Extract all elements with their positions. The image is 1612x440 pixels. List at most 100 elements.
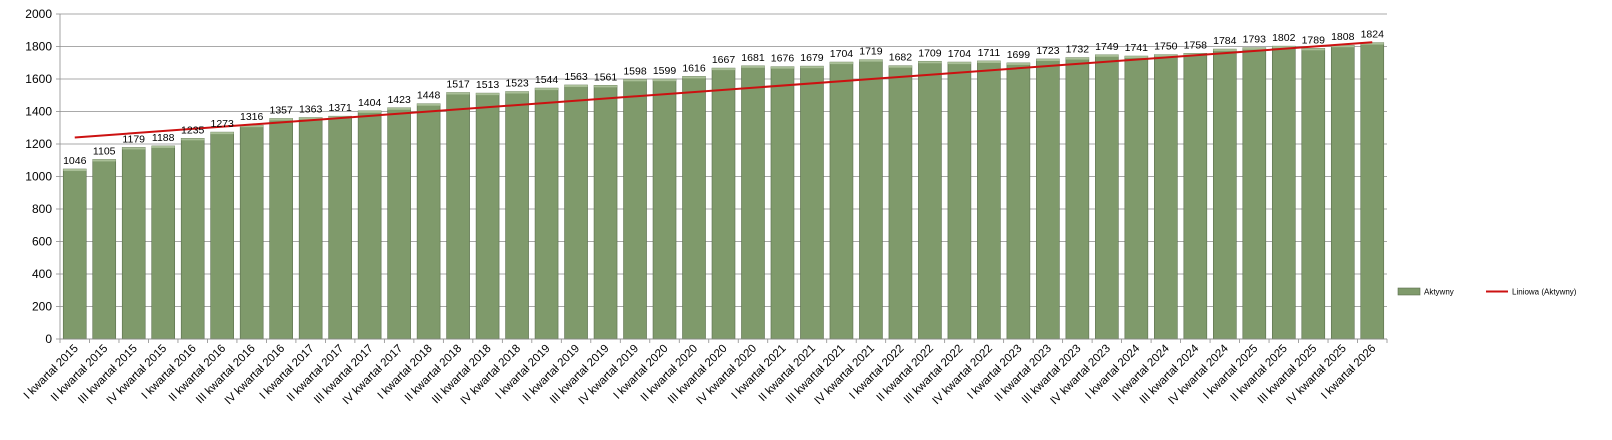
bar (180, 138, 205, 340)
data-label: 1616 (682, 62, 706, 74)
bar (1154, 54, 1178, 340)
data-label: 1750 (1154, 41, 1178, 53)
bar-top-highlight (653, 79, 677, 82)
bar (977, 60, 1001, 340)
bar-top-highlight (977, 60, 1001, 63)
bar (564, 84, 588, 340)
data-label: 1513 (476, 79, 500, 91)
bar-top-highlight (1242, 47, 1266, 50)
data-label: 1371 (328, 102, 352, 114)
data-label: 1808 (1331, 31, 1355, 43)
x-tick-label: I kwartał 2026 (1319, 343, 1378, 402)
bar (387, 107, 411, 340)
bar-top-highlight (1331, 45, 1355, 48)
bar (1095, 54, 1119, 340)
bar-top-highlight (947, 62, 971, 65)
data-label: 1758 (1184, 39, 1208, 51)
data-label: 1357 (269, 104, 293, 116)
bar-top-highlight (918, 61, 942, 64)
bar-top-highlight (92, 159, 116, 162)
data-label: 1273 (211, 118, 235, 130)
y-tick-label: 200 (32, 300, 52, 314)
legend-swatch-aktywny (1397, 287, 1421, 296)
bar (1360, 42, 1385, 340)
bar-top-highlight (1154, 54, 1178, 57)
data-label: 1741 (1125, 42, 1149, 54)
data-label: 1563 (564, 71, 588, 83)
bar (770, 66, 795, 340)
bar-top-highlight (269, 118, 293, 121)
data-label: 1676 (771, 53, 795, 65)
data-label: 1682 (889, 52, 913, 64)
bar (1124, 55, 1149, 340)
bar (505, 91, 529, 340)
bar-top-highlight (1360, 42, 1384, 45)
legend-label-trendline: Liniowa (Aktywny) (1512, 288, 1577, 297)
bar-top-highlight (1272, 46, 1296, 49)
data-label: 1599 (653, 65, 677, 77)
legend-label-aktywny: Aktywny (1424, 288, 1454, 297)
bar (682, 76, 706, 340)
bar (1301, 47, 1326, 340)
bar (1006, 62, 1031, 340)
bar-top-highlight (446, 92, 470, 95)
y-tick-label: 600 (32, 235, 52, 249)
bar (62, 168, 87, 340)
bar (269, 118, 293, 340)
y-tick-label: 0 (45, 332, 52, 346)
bar (1330, 44, 1355, 340)
data-label: 1723 (1036, 45, 1060, 57)
bar-top-highlight (1006, 62, 1030, 65)
bar (328, 115, 352, 340)
bar-top-highlight (151, 145, 175, 148)
bar (593, 85, 618, 340)
data-label: 1188 (152, 132, 175, 144)
bar (1065, 57, 1090, 340)
data-label: 1517 (446, 78, 470, 90)
bar-top-highlight (1301, 48, 1325, 51)
bar (1242, 47, 1267, 340)
data-label: 1711 (978, 47, 1001, 59)
bar (475, 92, 500, 340)
bar-top-highlight (1213, 49, 1237, 52)
bar-top-highlight (859, 59, 883, 62)
bar (652, 78, 677, 340)
y-tick-label: 1400 (25, 105, 52, 119)
bar (534, 87, 559, 340)
data-label: 1824 (1361, 29, 1385, 41)
bar (357, 110, 382, 340)
bar (800, 65, 824, 340)
bar-top-highlight (122, 147, 146, 150)
bar-top-highlight (682, 76, 706, 79)
data-label: 1046 (63, 155, 87, 167)
legend: Aktywny Liniowa (Aktywny) (1397, 287, 1577, 297)
bar-top-highlight (564, 85, 588, 88)
data-labels: 1046 1105 1179 1188 1235 1273 1316 1357 1363 1371… (63, 29, 1384, 167)
bar-top-highlight (888, 65, 912, 68)
bar-top-highlight (181, 138, 205, 141)
y-tick-label: 1200 (25, 137, 52, 151)
y-tick-label: 1800 (25, 40, 52, 54)
data-label: 1802 (1272, 32, 1296, 44)
data-label: 1544 (535, 74, 559, 86)
bar-top-highlight (505, 91, 529, 94)
y-tick-label: 1000 (25, 170, 52, 184)
bar (741, 65, 765, 340)
y-tick-label: 400 (32, 267, 52, 281)
trendline-line (74, 41, 1373, 139)
y-axis: 0 200 400 600 800 1000 1200 1400 1600 1800 2000 (25, 7, 61, 346)
data-label: 1784 (1213, 35, 1237, 47)
data-label: 1681 (741, 52, 765, 64)
data-label: 1363 (299, 104, 323, 116)
bar-top-highlight (535, 88, 559, 91)
bar (446, 92, 470, 340)
bar (1213, 48, 1237, 340)
bar (151, 145, 176, 340)
bar-top-highlight (210, 132, 234, 135)
data-label: 1679 (800, 52, 824, 64)
data-label: 1667 (712, 54, 736, 66)
bar-top-highlight (476, 93, 500, 96)
y-tick-label: 2000 (25, 7, 52, 21)
